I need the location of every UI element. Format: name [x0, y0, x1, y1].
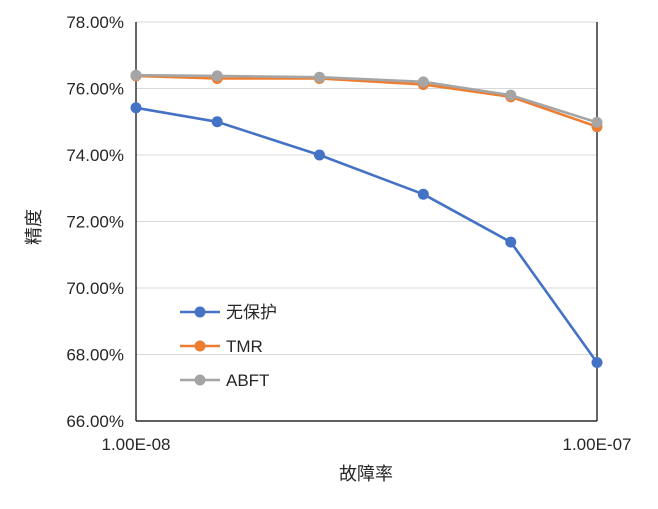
y-tick-label: 72.00% [66, 213, 124, 232]
y-tick-label: 70.00% [66, 279, 124, 298]
axes [135, 22, 598, 422]
y-axis-title: 精度 [24, 209, 44, 245]
data-point [417, 188, 429, 200]
legend-swatch-marker [194, 374, 206, 386]
tick-labels: 66.00% 68.00% 70.00% 72.00% 74.00% 76.00% 78.0… [66, 13, 631, 454]
legend-label: TMR [226, 337, 263, 356]
data-point [505, 236, 517, 248]
series-line [135, 74, 598, 128]
legend-item: TMR [180, 337, 263, 356]
legend-swatch-marker [194, 306, 206, 318]
series-line [135, 73, 598, 124]
gridlines [136, 21, 597, 355]
data-point [313, 149, 325, 161]
legend-label: 无保护 [226, 303, 277, 322]
y-tick-label: 78.00% [66, 13, 124, 32]
x-tick-label: 1.00E-07 [563, 435, 632, 454]
x-axis-title: 故障率 [339, 464, 393, 484]
data-point [591, 116, 603, 128]
data-point [313, 71, 325, 83]
x-tick-label: 1.00E-08 [102, 435, 171, 454]
data-point [130, 69, 142, 81]
series-1 [130, 102, 603, 368]
legend-item: 无保护 [180, 303, 277, 322]
data-point [130, 102, 142, 114]
data-point [211, 116, 223, 128]
series-3 [130, 69, 603, 128]
data-point [417, 76, 429, 88]
legend: 无保护 TMR ABFT [180, 303, 277, 390]
y-tick-label: 76.00% [66, 80, 124, 99]
legend-swatch-marker [194, 340, 206, 352]
legend-label: ABFT [226, 371, 269, 390]
y-tick-label: 74.00% [66, 146, 124, 165]
y-tick-label: 66.00% [66, 412, 124, 431]
y-tick-label: 68.00% [66, 346, 124, 365]
legend-item: ABFT [180, 371, 269, 390]
series-layer [130, 69, 603, 368]
data-point [505, 89, 517, 101]
data-point [211, 70, 223, 82]
data-point [591, 356, 603, 368]
series-line [135, 106, 599, 364]
